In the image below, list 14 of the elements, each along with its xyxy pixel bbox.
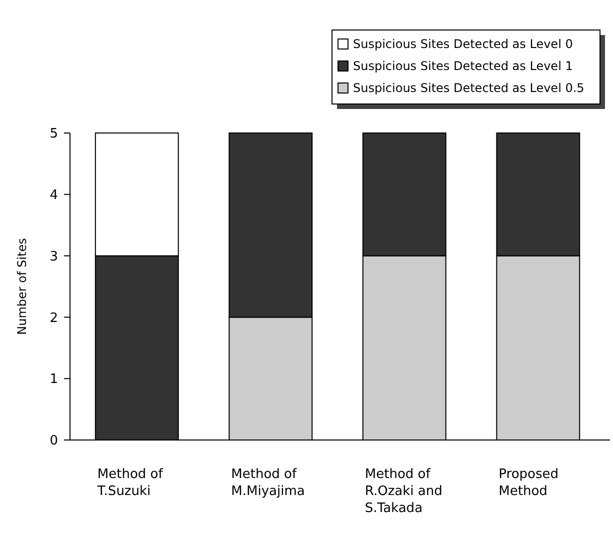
legend-label: Suspicious Sites Detected as Level 0	[353, 37, 573, 51]
legend-label: Suspicious Sites Detected as Level 0.5	[353, 81, 584, 95]
x-tick-label: Proposed Method	[498, 467, 559, 499]
x-tick-label: Method of R.Ozaki and S.Takada	[364, 467, 442, 516]
y-tick-label: 2	[50, 310, 58, 326]
y-tick-label: 5	[50, 126, 58, 142]
y-tick-label: 1	[50, 372, 58, 388]
y-axis-title: Number of Sites	[15, 238, 29, 335]
legend-label: Suspicious Sites Detected as Level 1	[353, 59, 573, 73]
x-tick-label: Method of M.Miyajima	[231, 467, 305, 499]
y-tick-label: 0	[50, 434, 58, 449]
y-tick-label: 3	[50, 249, 58, 264]
x-tick-label: Method of T.Suzuki	[96, 467, 164, 499]
y-tick-label: 4	[50, 188, 58, 203]
